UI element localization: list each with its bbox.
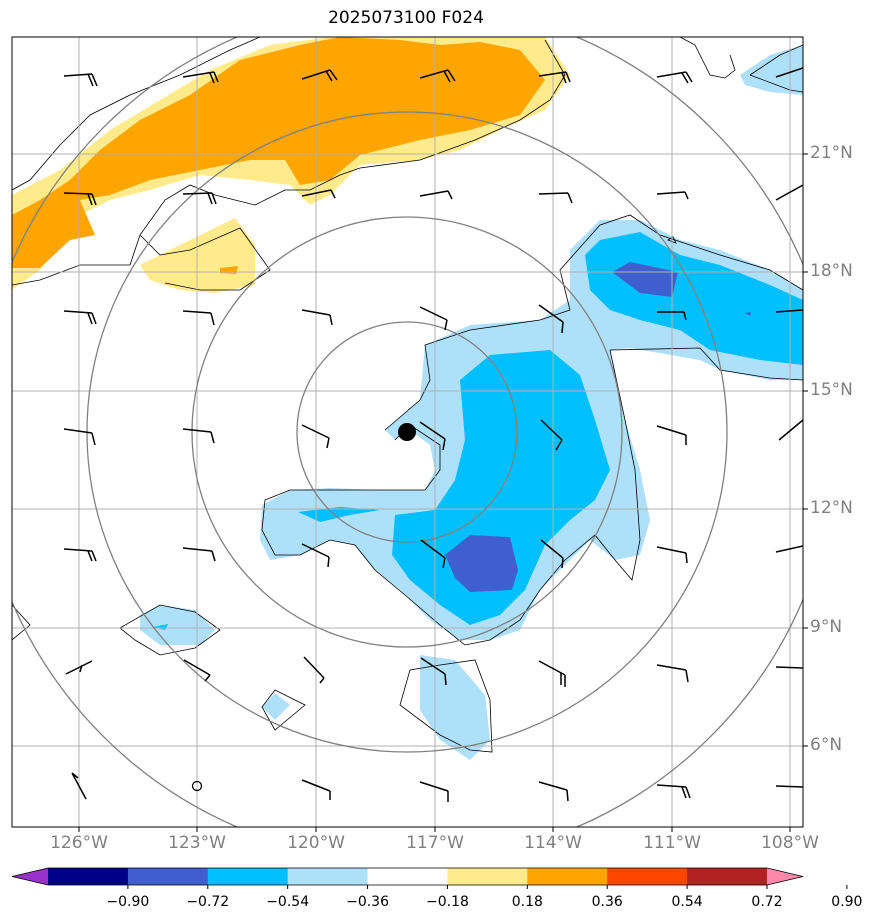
lon-label-108w: 108°W [761, 833, 819, 853]
barb-row-1 [63, 67, 803, 87]
colorbar-tick-label: −0.36 [346, 894, 389, 910]
colorbar-segment [527, 868, 608, 885]
lat-label-15n: 15°N [810, 380, 853, 400]
colorbar [11, 867, 848, 889]
negative-core-dark-blue [445, 535, 518, 592]
lon-label-111w: 111°W [643, 833, 701, 853]
colorbar-tick-label: 0.18 [511, 894, 543, 910]
negative-spot-ne [740, 45, 803, 95]
colorbar-segment [207, 868, 289, 885]
barb-row-3 [63, 304, 803, 334]
filled-contours [12, 37, 803, 760]
lon-label-123w: 123°W [168, 833, 226, 853]
colorbar-extend-min [12, 868, 48, 885]
negative-spot-tiny [745, 312, 751, 316]
colorbar-tick-label: 0.90 [831, 894, 863, 910]
colorbar-segment [367, 868, 448, 885]
colorbar-tick-label: 0.36 [591, 894, 623, 910]
colorbar-tick-label: 0.54 [671, 894, 703, 910]
barb-row-5 [63, 539, 803, 569]
lon-label-126w: 126°W [50, 833, 108, 853]
colorbar-tick-label: −0.72 [186, 894, 230, 910]
lon-label-114w: 114°W [524, 833, 582, 853]
colorbar-segment [607, 868, 688, 885]
negative-spot-small [262, 693, 290, 720]
calm-wind-circle [191, 780, 203, 792]
colorbar-tick-label: −0.54 [266, 894, 310, 910]
tick-marks [78, 153, 808, 832]
barb-row-2 [63, 184, 803, 206]
barb-row-6 [65, 656, 803, 687]
colorbar-outline [11, 867, 804, 886]
colorbar-tick-label: 0.72 [751, 894, 783, 910]
colorbar-segment [687, 868, 768, 885]
colorbar-segment [48, 868, 129, 885]
barb-row-4 [63, 419, 803, 451]
negative-region-blue-west [298, 507, 380, 522]
lat-label-9n: 9°N [810, 617, 843, 637]
storm-center-marker [398, 423, 416, 441]
negative-region-light-blue-south [420, 655, 490, 760]
lat-label-6n: 6°N [810, 735, 843, 755]
map-title: 2025073100 F024 [328, 8, 484, 28]
negative-spot-west [140, 605, 215, 645]
colorbar-extend-max [767, 868, 803, 885]
colorbar-segment [447, 868, 528, 885]
barb-row-7 [71, 772, 803, 802]
positive-band-orange [12, 37, 545, 268]
negative-core-dark-blue-ne [612, 262, 678, 297]
lon-label-120w: 120°W [287, 833, 345, 853]
wind-barbs [63, 67, 803, 802]
colorbar-tick-label: −0.18 [425, 894, 469, 910]
range-rings [12, 37, 803, 827]
lat-label-21n: 21°N [810, 143, 853, 163]
colorbar-tick-label: −0.90 [106, 894, 150, 910]
gridlines [12, 37, 803, 827]
colorbar-segment [127, 868, 209, 885]
map-frame [11, 36, 804, 828]
lon-label-117w: 117°W [406, 833, 464, 853]
lat-label-18n: 18°N [810, 261, 853, 281]
colorbar-segment [287, 868, 369, 885]
lat-label-12n: 12°N [810, 498, 853, 518]
